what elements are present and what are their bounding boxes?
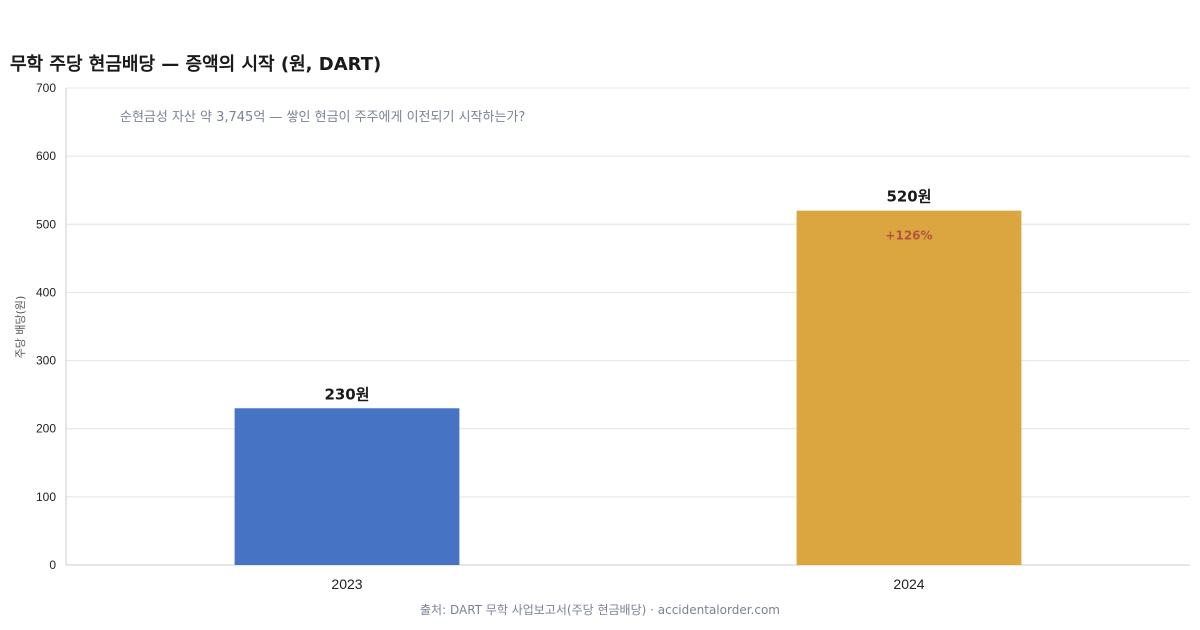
y-tick-label: 700 [36,81,56,95]
y-tick-label: 600 [36,149,56,163]
chart-title: 무학 주당 현금배당 — 증액의 시작 (원, DART) [10,54,382,75]
bar-2023 [234,408,460,565]
y-tick-label: 400 [36,285,56,299]
x-tick-label: 2024 [893,576,924,592]
y-tick-label: 100 [36,490,56,504]
bar-2024 [796,210,1022,565]
bar-value-label: 520원 [886,188,931,206]
bar-change-label: +126% [885,229,932,243]
y-tick-label: 200 [36,422,56,436]
bar-value-label: 230원 [324,385,369,403]
chart-subtitle: 순현금성 자산 약 3,745억 — 쌓인 현금이 주주에게 이전되기 시작하는… [120,110,526,125]
y-tick-label: 300 [36,354,56,368]
y-tick-label: 0 [49,558,56,572]
x-tick-label: 2023 [331,576,362,592]
source-note: 출처: DART 무학 사업보고서(주당 현금배당) · accidentalo… [420,603,780,617]
y-tick-label: 500 [36,217,56,231]
